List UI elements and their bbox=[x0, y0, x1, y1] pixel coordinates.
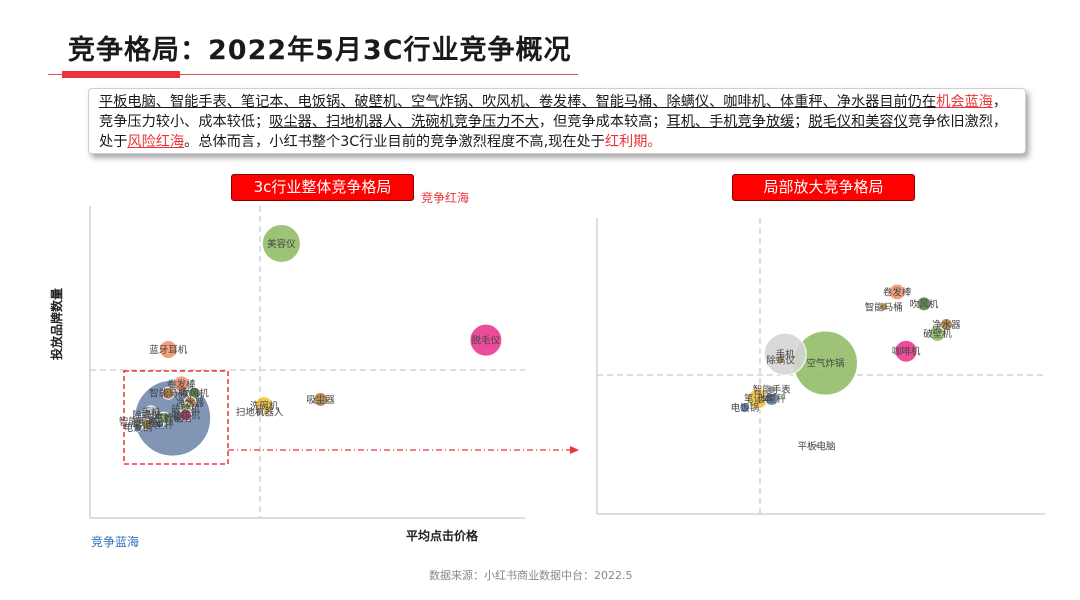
summary-text: ，但竞争成本较高； bbox=[538, 114, 667, 130]
bubble-手机 bbox=[763, 332, 807, 376]
bubble-笔记本 bbox=[141, 418, 153, 430]
title-underline bbox=[48, 74, 578, 75]
bubble-咖啡机 bbox=[894, 339, 918, 363]
bubble-label: 咖啡机 bbox=[171, 410, 200, 422]
bubble-吹风机 bbox=[916, 296, 932, 312]
summary-text: 脱毛仪和美容仪 bbox=[808, 114, 908, 130]
right-chart-title: 局部放大竞争格局 bbox=[732, 174, 915, 201]
bubble-label: 智能马桶 bbox=[865, 301, 903, 313]
bubble-label: 智能手表 bbox=[119, 416, 158, 428]
bubble-label: 手机 bbox=[776, 349, 796, 361]
bubble-label: 平板电脑 bbox=[798, 440, 836, 452]
bubble-卷发棒 bbox=[172, 375, 190, 393]
bubble-label: 净水器 bbox=[176, 397, 205, 409]
bubble-美容仪 bbox=[261, 223, 301, 263]
bubble-卷发棒 bbox=[888, 283, 906, 301]
bubble-label: 电饭锅 bbox=[731, 402, 760, 414]
data-source: 数据来源：小红书商业数据中台：2022.5 bbox=[429, 569, 633, 582]
bubble-电饭锅 bbox=[739, 401, 751, 413]
bubble-label: 洗碗机 bbox=[250, 400, 279, 412]
bubble-智能马桶 bbox=[879, 302, 889, 312]
bubble-label: 体重秤 bbox=[757, 393, 786, 405]
bubble-吸尘器 bbox=[313, 391, 329, 407]
summary-text: 竞争依旧激烈，处于 bbox=[99, 114, 1008, 150]
bubble-label: 平板电脑 bbox=[154, 413, 192, 425]
bubble-label: 空气炸锅 bbox=[145, 413, 183, 425]
bubble-label: 破壁机 bbox=[923, 328, 952, 340]
summary-highlight-bonus-period: 红利期。 bbox=[604, 134, 662, 150]
bubble-label: 吹风机 bbox=[910, 298, 939, 310]
title-accent-bar bbox=[62, 71, 180, 78]
bubble-智能马桶 bbox=[161, 386, 175, 400]
bubble-label: 除螨仪 bbox=[132, 410, 161, 422]
summary-text: 平板电脑、智能手表、笔记本、电饭锅、破壁机、空气炸锅、吹风机、卷发棒、智能马桶、… bbox=[99, 94, 937, 110]
summary-text: ； bbox=[794, 114, 809, 130]
summary-text: 。总体而言，小红书整个3C行业目前的竞争激烈程度不高,现在处于 bbox=[184, 134, 605, 150]
quadrant-label-red-ocean: 竞争红海 bbox=[421, 191, 470, 205]
bubble-label: 吸尘器 bbox=[306, 395, 335, 406]
zoom-arrow-head bbox=[570, 446, 579, 454]
bubble-label: 吹风机 bbox=[180, 388, 209, 400]
bubble-label: 破壁机 bbox=[171, 403, 200, 415]
y-axis-label: 投放品牌数量 bbox=[50, 287, 64, 360]
bubble-label: 卷发棒 bbox=[167, 378, 196, 390]
bubble-label: 脱毛仪 bbox=[472, 335, 501, 347]
x-axis-label: 平均点击价格 bbox=[406, 529, 479, 543]
bubble-智能手表 bbox=[767, 385, 777, 395]
bubble-破壁机 bbox=[928, 324, 946, 342]
bubble-脱毛仪 bbox=[469, 323, 503, 357]
bubble-label: 咖啡机 bbox=[892, 346, 921, 358]
bubble-除螨仪 bbox=[776, 355, 786, 365]
left-chart-title: 3c行业整体竞争格局 bbox=[231, 174, 414, 201]
summary-highlight-blue-ocean: 机会蓝海 bbox=[936, 94, 993, 110]
page-title: 竞争格局：2022年5月3C行业竞争概况 bbox=[68, 35, 572, 66]
bubble-label: 智能手表 bbox=[753, 384, 792, 396]
bubble-label: 美容仪 bbox=[267, 238, 296, 250]
summary-text: 吸尘器、扫地机器人、洗碗机竞争压力不大 bbox=[269, 114, 539, 130]
bubble-label: 除螨仪 bbox=[766, 355, 795, 367]
bubble-label: 净水器 bbox=[932, 319, 961, 331]
bubble-扫地机器人 bbox=[255, 407, 265, 417]
bubble-label: 笔记本 bbox=[744, 393, 773, 405]
bubble-label: 蓝牙耳机 bbox=[149, 344, 188, 356]
bubble-label: 手机 bbox=[141, 406, 161, 418]
bubble-label: 智能马桶 bbox=[149, 388, 187, 400]
summary-box: 平板电脑、智能手表、笔记本、电饭锅、破壁机、空气炸锅、吹风机、卷发棒、智能马桶、… bbox=[88, 88, 1026, 154]
quadrant-label-blue-ocean: 竞争蓝海 bbox=[91, 535, 140, 549]
summary-highlight-red-ocean: 风险红海 bbox=[127, 134, 185, 150]
bubble-体重秤 bbox=[155, 419, 165, 429]
bubble-label: 体重秤 bbox=[145, 419, 174, 431]
bubble-label: 笔记本 bbox=[132, 419, 161, 431]
bubble-电饭锅 bbox=[133, 423, 143, 433]
bubble-蓝牙耳机 bbox=[158, 340, 178, 360]
summary-text: 耳机、手机竞争放缓 bbox=[666, 114, 795, 130]
zoom-region-box bbox=[123, 370, 229, 465]
bubble-咖啡机 bbox=[179, 408, 193, 422]
bubble-label: 空气炸锅 bbox=[806, 358, 844, 370]
bubble-label: 扫地机器人 bbox=[236, 406, 284, 418]
bubble-平板电脑 bbox=[814, 443, 820, 449]
summary-text: ，竞争压力较小、成本较低； bbox=[99, 94, 1008, 130]
bubble-label: 卷发棒 bbox=[883, 287, 912, 299]
bubble-净水器 bbox=[939, 318, 953, 332]
bubble-label: 电饭锅 bbox=[124, 422, 153, 434]
